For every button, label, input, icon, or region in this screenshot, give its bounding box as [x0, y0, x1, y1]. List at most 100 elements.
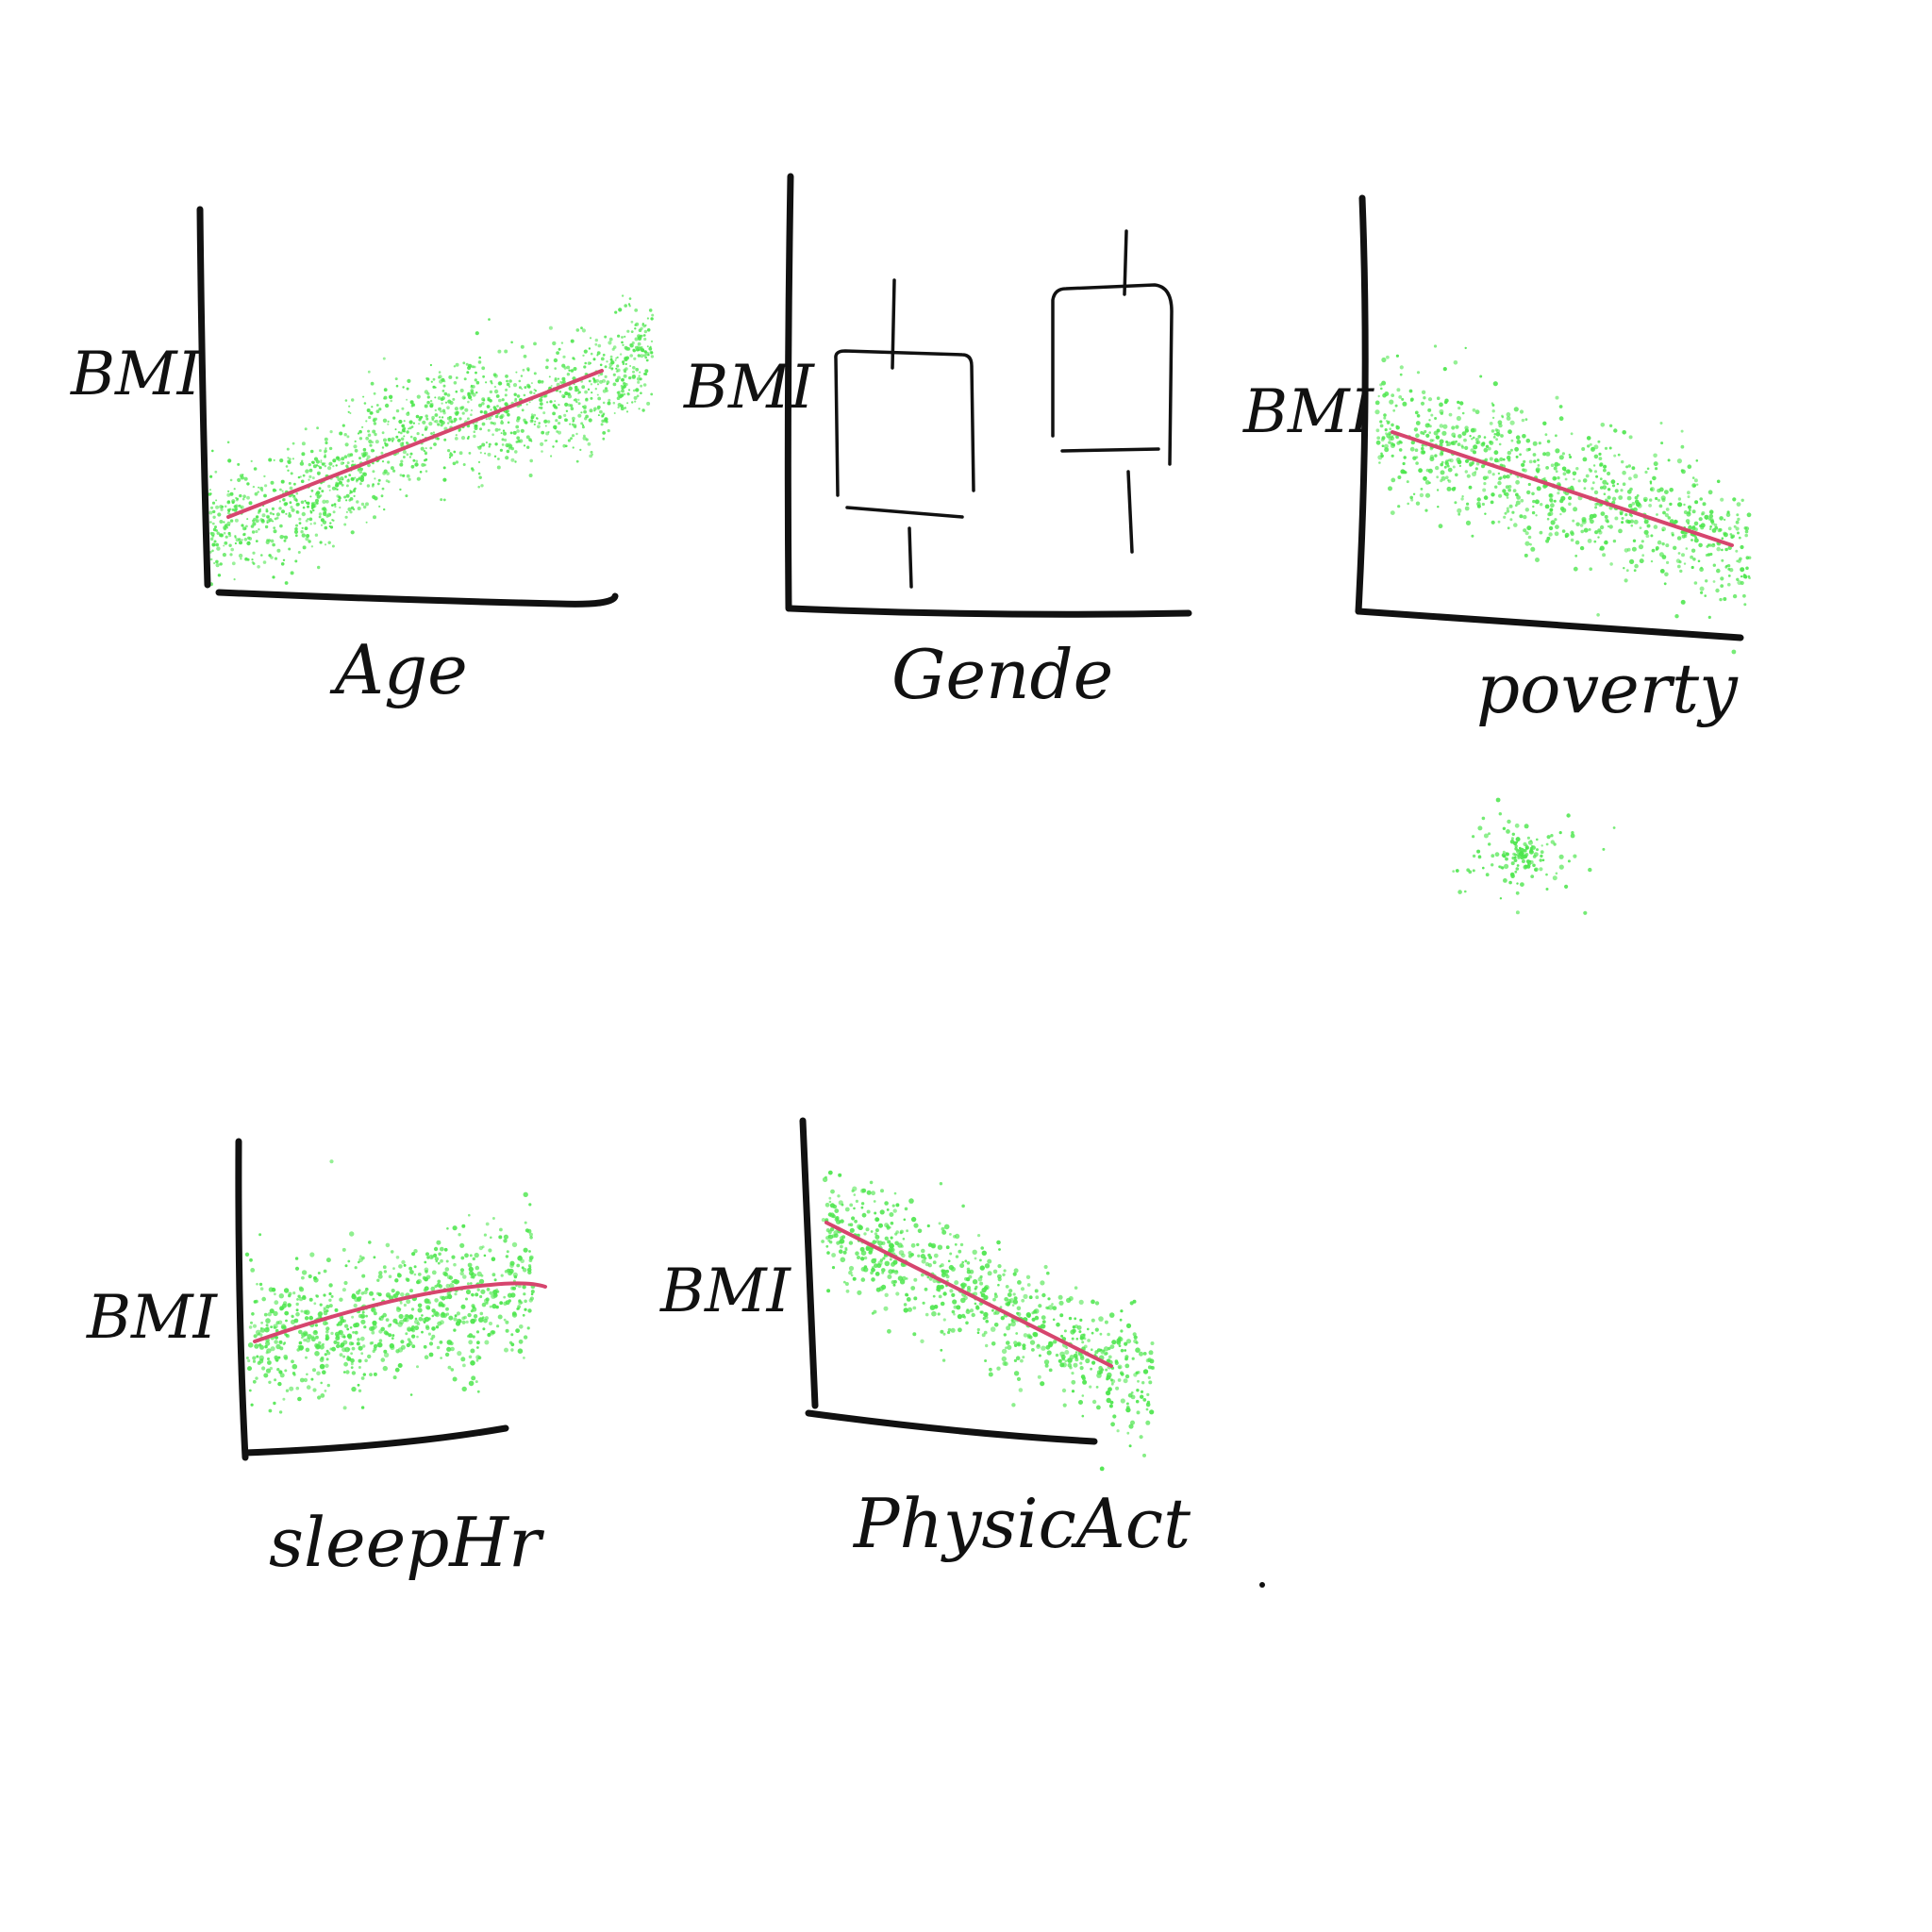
chart-age-point [348, 491, 351, 495]
chart-age-point [499, 448, 504, 452]
chart-sleephr-point [350, 1357, 355, 1363]
chart-sleephr-point [376, 1341, 383, 1348]
chart-physicact-point [844, 1248, 848, 1252]
chart-age-point [287, 460, 291, 464]
chart-poverty-point [1694, 500, 1699, 505]
chart-age-point [366, 484, 371, 488]
chart-age-point [615, 370, 619, 373]
chart-poverty-point [1402, 461, 1406, 466]
chart-age-point [354, 448, 358, 453]
chart-poverty-point [1490, 500, 1494, 505]
chart-physicact-point [1118, 1366, 1122, 1369]
chart-age-point [627, 389, 631, 391]
chart-poverty-point [1599, 477, 1603, 481]
chart-physicact-point [1150, 1365, 1155, 1370]
chart-age-point [574, 425, 577, 429]
chart-poverty-point [1457, 442, 1461, 446]
chart-age-point [471, 468, 475, 472]
chart-poverty-point [1481, 502, 1485, 507]
chart-poverty-points [1374, 344, 1752, 655]
chart-physicact-point [947, 1259, 951, 1263]
chart-poverty-point [1692, 558, 1696, 561]
chart-age-point [237, 462, 241, 466]
chart-age-point [366, 455, 371, 459]
chart-sleephr-point [463, 1315, 467, 1320]
chart-age-point [362, 395, 365, 398]
chart-age-point [387, 460, 391, 464]
chart-sleephr-point [459, 1268, 465, 1273]
chart-age-point [446, 393, 451, 397]
chart-age-point [338, 480, 342, 485]
chart-age-point [473, 430, 476, 434]
chart-physicact-point [884, 1260, 891, 1267]
chart-sleephr-point [297, 1294, 301, 1298]
stray-point [1510, 874, 1515, 878]
chart-physicact-point [993, 1294, 998, 1299]
chart-age-point [624, 407, 627, 409]
chart-physicact-point [1082, 1379, 1088, 1385]
chart-physicact-point [949, 1233, 952, 1236]
chart-age-point [597, 414, 600, 417]
chart-age-point [639, 334, 642, 338]
chart-physicact-point [1140, 1394, 1144, 1399]
chart-poverty-point [1516, 495, 1521, 500]
chart-age-point [478, 356, 482, 359]
chart-physicact-point [941, 1358, 946, 1362]
chart-poverty-point [1582, 478, 1588, 483]
chart-age-point [341, 483, 344, 487]
chart-age-point [209, 492, 212, 495]
chart-poverty-point [1506, 507, 1509, 510]
chart-sleephr-point [367, 1354, 372, 1359]
chart-age-point [555, 419, 558, 423]
chart-age-point [320, 459, 323, 462]
chart-physicact-point [881, 1284, 887, 1290]
chart-poverty-point [1424, 423, 1430, 428]
chart-poverty-point [1481, 441, 1486, 445]
chart-sleephr-point [456, 1311, 460, 1316]
chart-sleephr-point [338, 1329, 343, 1336]
chart-gende-box-2-body [1051, 283, 1174, 466]
chart-poverty-point [1507, 450, 1512, 456]
chart-physicact-point [993, 1323, 999, 1327]
chart-age-point [322, 507, 326, 511]
chart-poverty-point [1740, 567, 1745, 573]
chart-age-point [365, 521, 368, 524]
chart-sleephr-point [358, 1295, 362, 1299]
chart-sleephr-point [446, 1274, 452, 1279]
chart-sleephr-point [361, 1310, 365, 1314]
chart-physicact-point [1120, 1309, 1124, 1313]
chart-age-point [570, 339, 575, 343]
chart-physicact-point [1141, 1381, 1145, 1385]
chart-physicact-point [1120, 1348, 1124, 1353]
chart-age-point [295, 491, 299, 495]
chart-age-point [327, 466, 332, 471]
chart-physicact-point [940, 1348, 943, 1352]
chart-poverty-point [1455, 425, 1459, 429]
chart-physicact-point [1109, 1378, 1113, 1382]
chart-physicact-point [878, 1223, 883, 1228]
chart-age-point [302, 474, 306, 477]
chart-sleephr-point [417, 1273, 422, 1276]
chart-physicact-point [1078, 1330, 1082, 1334]
chart-physicact-point [1074, 1317, 1077, 1321]
chart-age-point [644, 324, 647, 327]
chart-physicact-point [1105, 1368, 1108, 1372]
chart-age-point [560, 341, 564, 344]
chart-sleephr-point [274, 1355, 279, 1360]
chart-sleephr-point [325, 1349, 329, 1353]
chart-poverty-point [1598, 452, 1602, 456]
chart-physicact-point [1078, 1299, 1084, 1305]
chart-poverty-point [1699, 586, 1705, 591]
chart-poverty-point [1593, 470, 1598, 474]
chart-poverty-point [1465, 520, 1472, 526]
chart-sleephr-point [257, 1360, 261, 1365]
chart-poverty-point [1689, 508, 1691, 512]
chart-sleephr-point [385, 1318, 390, 1322]
chart-sleephr-point [324, 1353, 327, 1357]
chart-physicact-point [869, 1180, 874, 1185]
chart-poverty-point [1607, 495, 1611, 500]
chart-sleephr-point [527, 1308, 532, 1313]
chart-physicact-point [822, 1176, 828, 1183]
chart-poverty-point [1394, 404, 1398, 408]
chart-poverty-point [1597, 440, 1601, 443]
